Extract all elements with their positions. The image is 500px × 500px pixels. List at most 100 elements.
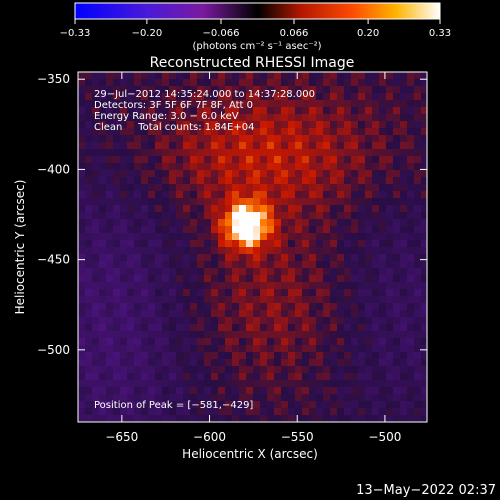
heatmap-cell bbox=[162, 387, 170, 395]
heatmap-cell bbox=[127, 184, 135, 192]
heatmap-cell bbox=[92, 212, 100, 220]
heatmap-cell bbox=[421, 100, 427, 108]
heatmap-cell bbox=[351, 282, 359, 290]
heatmap-cell bbox=[232, 72, 240, 80]
heatmap-cell bbox=[232, 100, 240, 108]
heatmap-cell bbox=[358, 366, 366, 374]
heatmap-cell bbox=[218, 86, 226, 94]
heatmap-cell bbox=[239, 114, 247, 122]
heatmap-cell bbox=[358, 254, 366, 262]
heatmap-cell bbox=[106, 331, 114, 339]
heatmap-cell bbox=[127, 86, 135, 94]
heatmap-cell bbox=[400, 310, 408, 318]
heatmap-cell bbox=[127, 373, 135, 381]
heatmap-cell bbox=[190, 345, 198, 353]
heatmap-cell bbox=[421, 387, 427, 395]
heatmap-cell bbox=[253, 359, 261, 367]
heatmap-cell bbox=[127, 268, 135, 276]
heatmap-cell bbox=[183, 121, 191, 129]
heatmap-cell bbox=[99, 254, 107, 262]
heatmap-cell bbox=[323, 261, 331, 269]
heatmap-cell bbox=[204, 226, 212, 234]
heatmap-cell bbox=[407, 324, 415, 332]
heatmap-cell bbox=[225, 142, 233, 150]
heatmap-cell bbox=[316, 128, 324, 136]
heatmap-cell bbox=[204, 100, 212, 108]
heatmap-cell bbox=[162, 163, 170, 171]
heatmap-cell bbox=[302, 317, 310, 325]
heatmap-cell bbox=[253, 247, 261, 255]
heatmap-cell bbox=[260, 310, 268, 318]
heatmap-cell bbox=[190, 282, 198, 290]
heatmap-cell bbox=[309, 107, 317, 115]
heatmap-cell bbox=[211, 352, 219, 360]
heatmap-cell bbox=[330, 345, 338, 353]
heatmap-cell bbox=[351, 310, 359, 318]
heatmap-cell bbox=[127, 387, 135, 395]
heatmap-cell bbox=[393, 366, 401, 374]
heatmap-cell bbox=[246, 72, 254, 80]
heatmap-cell bbox=[421, 170, 427, 178]
heatmap-cell bbox=[106, 93, 114, 101]
heatmap-cell bbox=[407, 275, 415, 283]
heatmap-cell bbox=[232, 373, 240, 381]
heatmap-cell bbox=[239, 366, 247, 374]
heatmap-cell bbox=[316, 289, 324, 297]
heatmap-cell bbox=[92, 149, 100, 157]
heatmap-cell bbox=[162, 128, 170, 136]
heatmap-cell bbox=[421, 289, 427, 297]
heatmap-cell bbox=[225, 401, 233, 409]
heatmap-cell bbox=[260, 163, 268, 171]
heatmap-cell bbox=[155, 100, 163, 108]
heatmap-cell bbox=[323, 317, 331, 325]
heatmap-cell bbox=[127, 352, 135, 360]
heatmap-cell bbox=[344, 107, 352, 115]
heatmap-cell bbox=[99, 212, 107, 220]
heatmap-cell bbox=[225, 191, 233, 199]
heatmap-cell bbox=[169, 310, 177, 318]
heatmap-cell bbox=[78, 205, 86, 213]
heatmap-cell bbox=[267, 394, 275, 402]
heatmap-cell bbox=[337, 100, 345, 108]
heatmap-cell bbox=[365, 149, 373, 157]
heatmap-cell bbox=[414, 79, 422, 87]
heatmap-cell bbox=[85, 233, 93, 241]
heatmap-cell bbox=[85, 114, 93, 122]
heatmap-cell bbox=[162, 177, 170, 185]
heatmap-cell bbox=[134, 149, 142, 157]
heatmap-cell bbox=[323, 366, 331, 374]
heatmap-cell bbox=[155, 338, 163, 346]
heatmap-cell bbox=[183, 373, 191, 381]
heatmap-cell bbox=[148, 415, 156, 422]
heatmap-cell bbox=[358, 282, 366, 290]
heatmap-cell bbox=[120, 142, 128, 150]
heatmap-cell bbox=[106, 408, 114, 416]
heatmap-cell bbox=[218, 401, 226, 409]
heatmap-cell bbox=[211, 219, 219, 227]
heatmap-cell bbox=[309, 345, 317, 353]
heatmap-cell bbox=[302, 219, 310, 227]
heatmap-cell bbox=[267, 149, 275, 157]
heatmap-cell bbox=[267, 205, 275, 213]
heatmap-cell bbox=[386, 184, 394, 192]
heatmap-cell bbox=[260, 373, 268, 381]
heatmap-cell bbox=[127, 128, 135, 136]
heatmap-cell bbox=[155, 114, 163, 122]
heatmap-cell bbox=[134, 128, 142, 136]
heatmap-cell bbox=[267, 93, 275, 101]
heatmap-cell bbox=[323, 345, 331, 353]
heatmap-cell bbox=[232, 212, 240, 220]
heatmap-cell bbox=[295, 156, 303, 164]
heatmap-cell bbox=[267, 72, 275, 80]
heatmap-cell bbox=[99, 296, 107, 304]
heatmap-cell bbox=[316, 107, 324, 115]
heatmap-cell bbox=[141, 114, 149, 122]
heatmap-cell bbox=[190, 373, 198, 381]
heatmap-cell bbox=[204, 317, 212, 325]
heatmap-cell bbox=[393, 240, 401, 248]
heatmap-cell bbox=[239, 310, 247, 318]
heatmap-cell bbox=[379, 394, 387, 402]
heatmap-cell bbox=[337, 296, 345, 304]
heatmap-cell bbox=[218, 366, 226, 374]
heatmap-cell bbox=[309, 128, 317, 136]
